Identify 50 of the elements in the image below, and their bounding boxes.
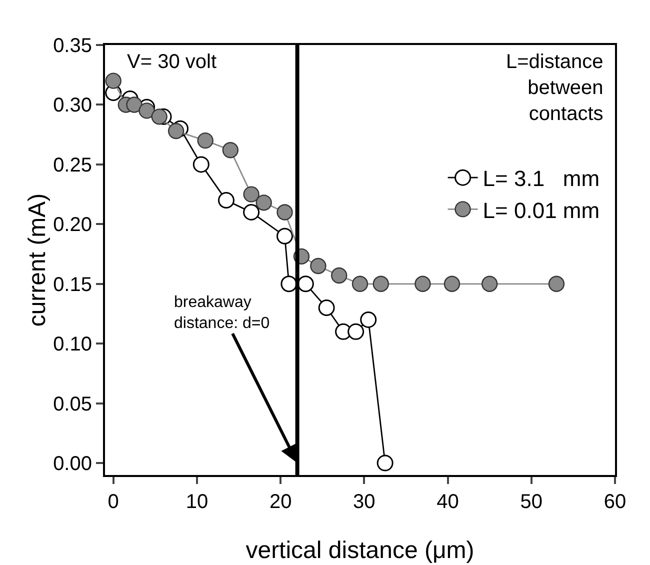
point	[352, 276, 368, 292]
point	[276, 228, 293, 244]
point	[372, 276, 389, 292]
x-tick-label: 40	[436, 491, 459, 513]
point	[151, 108, 168, 125]
y-tick-label: 0.25	[53, 154, 92, 176]
x-tick-label: 0	[108, 491, 119, 513]
legend-label: L= 3.1 mm	[482, 166, 600, 192]
y-axis-title: current (mA)	[24, 193, 52, 327]
point	[192, 156, 210, 173]
point	[105, 72, 122, 89]
point	[376, 454, 394, 472]
point	[126, 96, 142, 113]
y-tick-label: 0.15	[53, 274, 92, 296]
point	[548, 276, 565, 292]
point	[348, 323, 364, 340]
point	[243, 204, 260, 220]
point	[444, 276, 460, 292]
point	[243, 186, 260, 202]
point	[218, 192, 234, 209]
x-axis-title: vertical distance (μm)	[246, 537, 474, 564]
annotation: V= 30 volt	[127, 51, 217, 73]
point	[256, 194, 272, 211]
point	[168, 122, 184, 140]
x-tick-label: 30	[353, 491, 376, 513]
x-tick-label: 10	[186, 491, 208, 513]
point	[414, 276, 431, 292]
y-tick-label: 0.35	[53, 35, 92, 57]
annotation: L=distance between contacts	[506, 51, 604, 125]
point	[276, 204, 293, 220]
point	[360, 311, 377, 328]
y-tick-label: 0.30	[53, 94, 92, 117]
x-tick-label: 60	[604, 491, 626, 513]
x-tick-label: 20	[269, 491, 292, 513]
point	[318, 300, 335, 316]
point	[310, 258, 326, 274]
point	[222, 142, 239, 158]
legend-label: L= 0.01 mm	[482, 198, 600, 223]
x-tick-label: 50	[520, 491, 543, 513]
point	[280, 276, 298, 292]
point	[297, 276, 314, 292]
point	[331, 267, 348, 284]
point	[197, 132, 214, 149]
annotation: breakaway distance: d=0	[174, 294, 270, 332]
y-tick-label: 0.00	[53, 453, 92, 476]
point	[481, 276, 498, 292]
y-tick-label: 0.10	[53, 334, 92, 356]
y-tick-label: 0.20	[53, 214, 92, 236]
point	[138, 102, 155, 119]
y-tick-label: 0.05	[53, 393, 92, 416]
